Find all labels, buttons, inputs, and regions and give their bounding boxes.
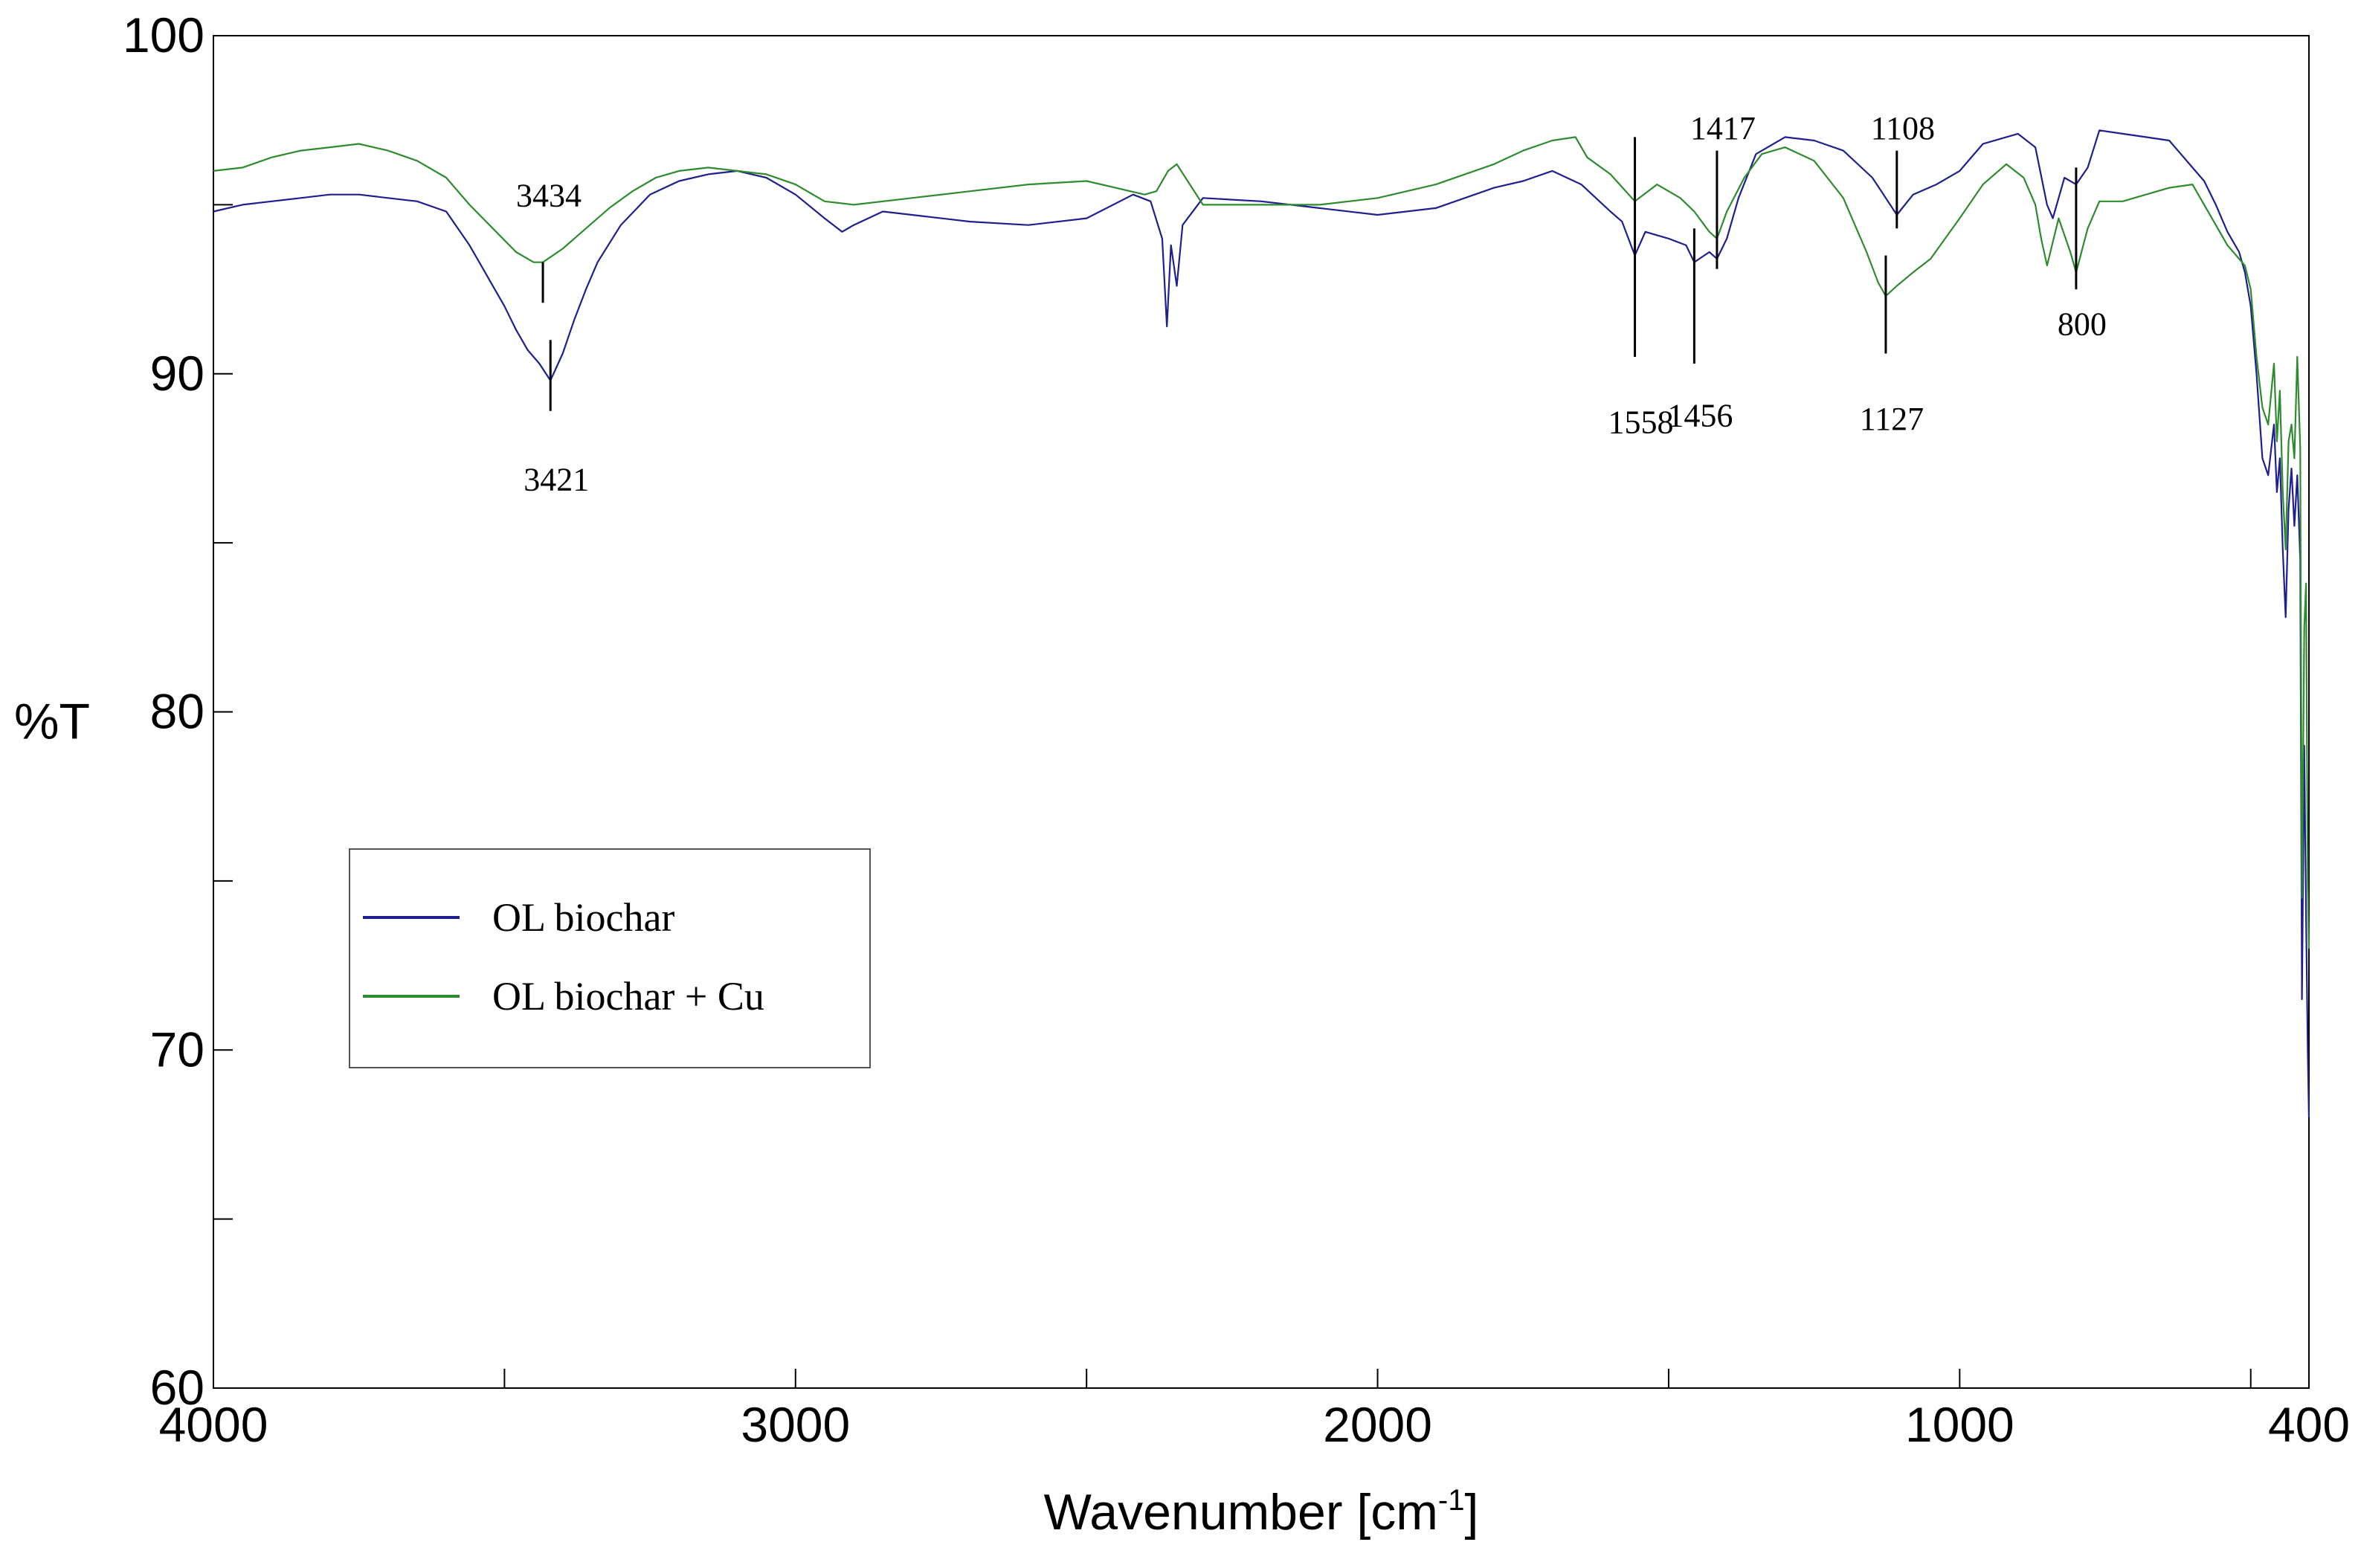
peak-label-1417: 1417 bbox=[1690, 110, 1756, 146]
y-axis-title: %T bbox=[14, 694, 90, 750]
y-tick-label-60: 60 bbox=[150, 1360, 204, 1415]
y-tick-label-80: 80 bbox=[150, 684, 204, 739]
x-tick-label-3000: 3000 bbox=[741, 1397, 850, 1452]
peak-label-3421: 3421 bbox=[524, 462, 589, 498]
legend-label-0: OL biochar bbox=[492, 895, 674, 940]
peak-label-800: 800 bbox=[2058, 306, 2107, 343]
x-tick-label-4000: 4000 bbox=[159, 1397, 268, 1452]
legend-box bbox=[349, 848, 871, 1068]
y-tick-label-90: 90 bbox=[150, 346, 204, 401]
x-axis-title: Wavenumber [cm-1] bbox=[1044, 1484, 1479, 1540]
peak-label-1456: 1456 bbox=[1667, 397, 1733, 433]
axes: 4000 3000 2000 1000 400 60 70 80 90 100 Wavenumber… bbox=[14, 7, 2350, 1540]
x-tick-label-400: 400 bbox=[2268, 1397, 2350, 1452]
x-tick-label-2000: 2000 bbox=[1323, 1397, 1432, 1452]
x-tick-label-1000: 1000 bbox=[1905, 1397, 2014, 1452]
y-tick-label-70: 70 bbox=[150, 1022, 204, 1077]
peak-label-3434: 3434 bbox=[516, 178, 582, 214]
peak-label-1558: 1558 bbox=[1608, 404, 1674, 440]
series-line-0 bbox=[213, 129, 2310, 1118]
peak-label-1127: 1127 bbox=[1860, 401, 1924, 437]
y-tick-label-100: 100 bbox=[123, 7, 204, 62]
legend: OL biochar OL biochar + Cu bbox=[349, 848, 871, 1068]
legend-label-1: OL biochar + Cu bbox=[492, 974, 764, 1019]
peak-label-1108: 1108 bbox=[1871, 110, 1935, 146]
